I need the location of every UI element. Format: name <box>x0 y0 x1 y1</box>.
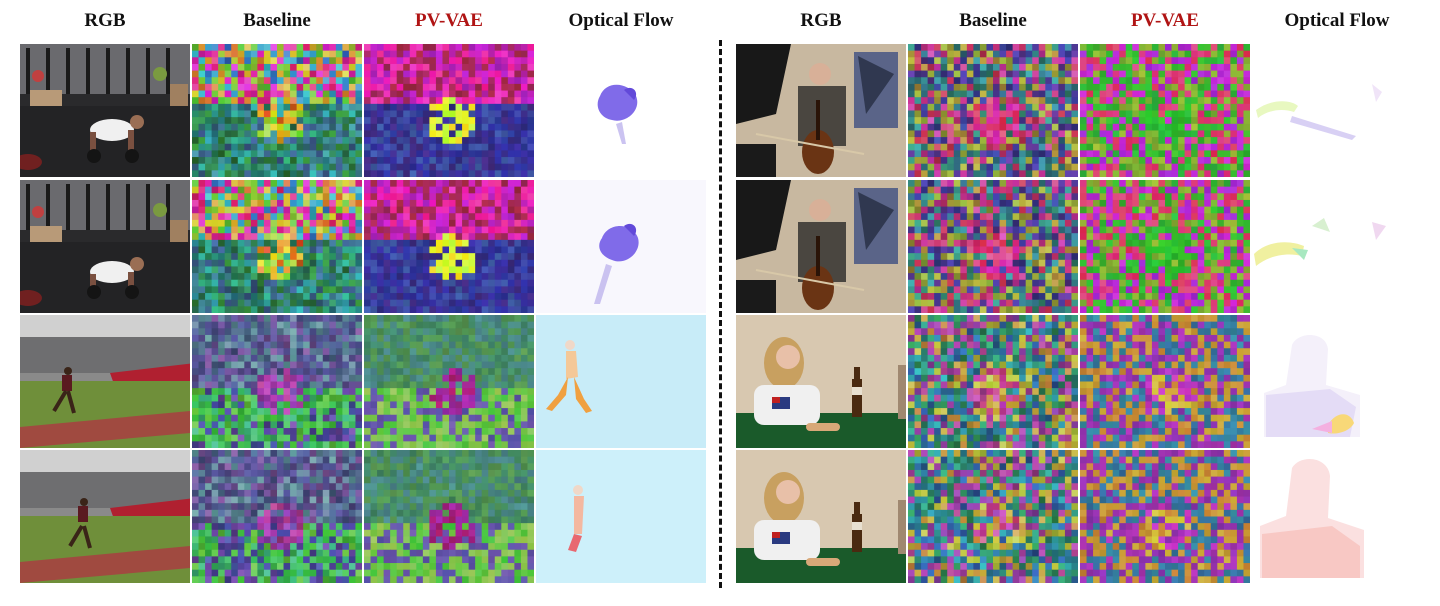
pv-vae-feature-map-image <box>1080 44 1250 177</box>
rgb-frame-image <box>736 180 906 313</box>
baseline-feature-map-image <box>908 44 1078 177</box>
optical-flow-map-right-row2 <box>1252 180 1422 313</box>
rgb-frame-image <box>736 315 906 448</box>
rgb-frame-image <box>20 44 190 177</box>
baseline-feature-map-image <box>908 315 1078 448</box>
dashed-divider <box>719 40 722 588</box>
baseline-feature-map-right-row1 <box>908 44 1078 177</box>
rgb-frame-image <box>20 315 190 448</box>
optical-flow-map-image <box>536 450 706 583</box>
baseline-feature-map-image <box>908 180 1078 313</box>
baseline-feature-map-image <box>192 315 362 448</box>
header-right-pv-vae: PV-VAE <box>1131 10 1199 31</box>
pv-vae-feature-map-image <box>364 44 534 177</box>
pv-vae-feature-map-image <box>364 450 534 583</box>
header-right-optical-flow: Optical Flow <box>1284 10 1390 31</box>
header-left-pv-vae: PV-VAE <box>415 10 483 31</box>
pv-vae-feature-map-image <box>1080 450 1250 583</box>
rgb-frame-left-row4 <box>20 450 190 583</box>
pv-vae-feature-map-right-row4 <box>1080 450 1250 583</box>
rgb-frame-image <box>20 180 190 313</box>
rgb-frame-left-row3 <box>20 315 190 448</box>
rgb-frame-image <box>20 450 190 583</box>
pv-vae-feature-map-right-row1 <box>1080 44 1250 177</box>
baseline-feature-map-right-row3 <box>908 315 1078 448</box>
baseline-feature-map-left-row2 <box>192 180 362 313</box>
pv-vae-feature-map-right-row2 <box>1080 180 1250 313</box>
optical-flow-map-left-row2 <box>536 180 706 313</box>
rgb-frame-right-row3 <box>736 315 906 448</box>
baseline-feature-map-right-row2 <box>908 180 1078 313</box>
header-left-rgb: RGB <box>84 10 126 31</box>
pv-vae-feature-map-left-row3 <box>364 315 534 448</box>
baseline-feature-map-left-row4 <box>192 450 362 583</box>
pv-vae-feature-map-image <box>1080 180 1250 313</box>
optical-flow-map-image <box>1252 44 1422 177</box>
header-right-rgb: RGB <box>800 10 842 31</box>
optical-flow-map-left-row3 <box>536 315 706 448</box>
optical-flow-map-right-row4 <box>1252 450 1422 583</box>
optical-flow-map-left-row1 <box>536 44 706 177</box>
rgb-frame-left-row1 <box>20 44 190 177</box>
rgb-frame-image <box>736 450 906 583</box>
baseline-feature-map-image <box>192 180 362 313</box>
optical-flow-map-image <box>1252 315 1422 448</box>
rgb-frame-right-row1 <box>736 44 906 177</box>
baseline-feature-map-image <box>192 44 362 177</box>
optical-flow-map-image <box>1252 180 1422 313</box>
optical-flow-map-image <box>536 44 706 177</box>
pv-vae-feature-map-image <box>1080 315 1250 448</box>
rgb-frame-right-row2 <box>736 180 906 313</box>
rgb-frame-image <box>736 44 906 177</box>
pv-vae-feature-map-left-row4 <box>364 450 534 583</box>
pv-vae-feature-map-left-row1 <box>364 44 534 177</box>
rgb-frame-left-row2 <box>20 180 190 313</box>
pv-vae-feature-map-left-row2 <box>364 180 534 313</box>
optical-flow-map-image <box>536 180 706 313</box>
pv-vae-feature-map-image <box>364 315 534 448</box>
pv-vae-feature-map-image <box>364 180 534 313</box>
optical-flow-map-image <box>536 315 706 448</box>
pv-vae-feature-map-right-row3 <box>1080 315 1250 448</box>
optical-flow-map-right-row1 <box>1252 44 1422 177</box>
optical-flow-map-right-row3 <box>1252 315 1422 448</box>
header-right-baseline: Baseline <box>959 10 1027 31</box>
baseline-feature-map-image <box>192 450 362 583</box>
optical-flow-map-left-row4 <box>536 450 706 583</box>
header-left-baseline: Baseline <box>243 10 311 31</box>
optical-flow-map-image <box>1252 450 1422 583</box>
rgb-frame-right-row4 <box>736 450 906 583</box>
baseline-feature-map-right-row4 <box>908 450 1078 583</box>
baseline-feature-map-left-row1 <box>192 44 362 177</box>
baseline-feature-map-left-row3 <box>192 315 362 448</box>
baseline-feature-map-image <box>908 450 1078 583</box>
header-left-optical-flow: Optical Flow <box>568 10 674 31</box>
